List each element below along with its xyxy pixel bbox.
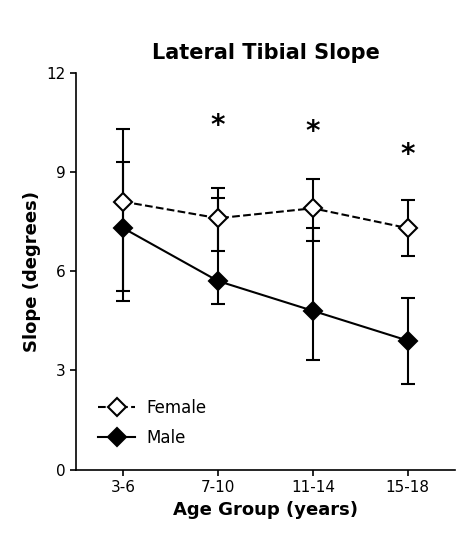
Text: *: *	[306, 118, 320, 146]
Y-axis label: Slope (degrees): Slope (degrees)	[23, 191, 41, 352]
X-axis label: Age Group (years): Age Group (years)	[173, 500, 358, 519]
Text: *: *	[211, 112, 225, 140]
Text: *: *	[401, 141, 415, 169]
Legend: Female, Male: Female, Male	[92, 392, 214, 453]
Title: Lateral Tibial Slope: Lateral Tibial Slope	[152, 43, 379, 63]
